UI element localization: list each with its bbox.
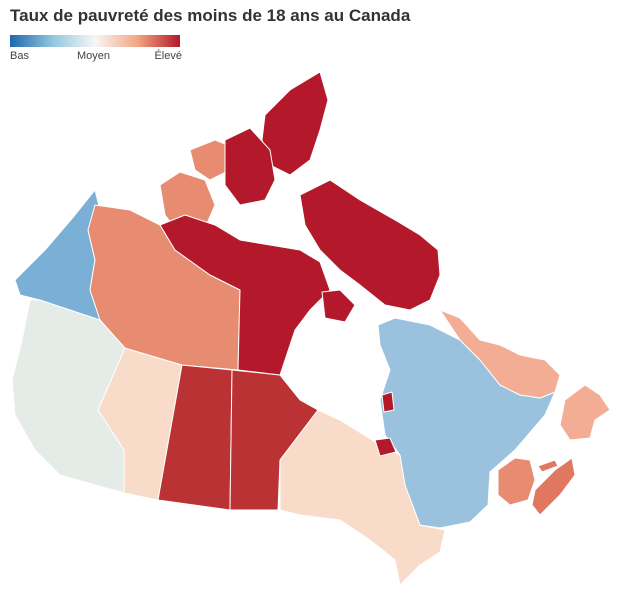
legend-gradient-bar [10,35,180,47]
province-pe[interactable] [537,459,559,473]
province-ns[interactable] [531,457,576,516]
territory-yt[interactable] [14,189,101,321]
legend-label-high: Élevé [154,50,182,62]
color-legend: Bas Moyen Élevé [10,35,182,64]
province-nl-labrador[interactable] [439,309,561,399]
legend-label-mid: Moyen [77,50,111,62]
territory-nu-southampton[interactable] [321,289,356,323]
territory-nu-baffin[interactable] [299,179,441,311]
province-nl-island[interactable] [559,384,611,441]
province-nb[interactable] [497,457,536,506]
legend-labels: Bas Moyen Élevé [10,50,182,64]
territory-nu-arctic-islands[interactable] [224,127,276,206]
legend-label-low: Bas [10,50,29,62]
territory-nu-mainland[interactable] [159,214,331,376]
territory-nu-akimiski[interactable] [374,437,397,457]
territory-nu-belcher[interactable] [381,391,395,413]
map-title: Taux de pauvreté des moins de 18 ans au … [10,6,411,25]
